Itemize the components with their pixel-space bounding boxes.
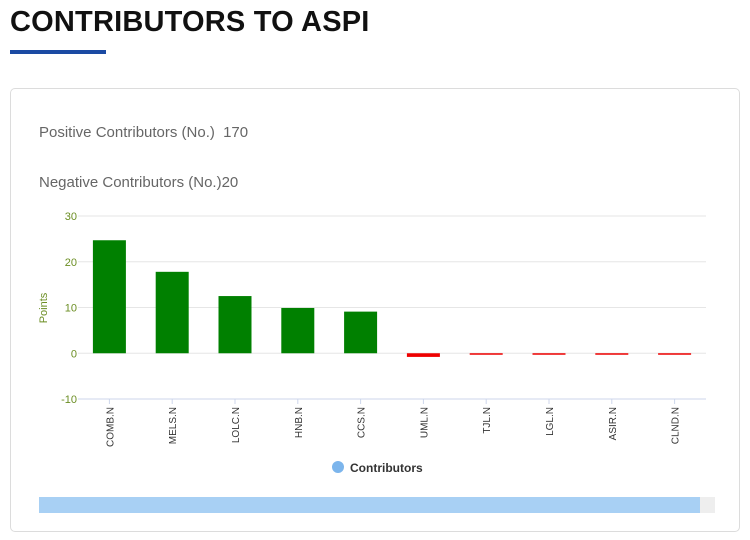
x-tick-label: CLND.N: [671, 407, 682, 444]
negative-contributors-value: 20: [221, 174, 239, 191]
bar-hnb-n[interactable]: [281, 307, 315, 354]
positive-contributors-value: 170: [223, 124, 249, 141]
bar-asir-n[interactable]: [595, 353, 629, 355]
chart-scrollbar-thumb[interactable]: [39, 497, 700, 513]
negative-contributors-stat: Negative Contributors (No.)20: [39, 174, 238, 191]
bar-lgl-n[interactable]: [532, 353, 566, 355]
x-tick-label: COMB.N: [105, 407, 116, 447]
x-tick-label: LGL.N: [545, 407, 556, 436]
bar-mels-n[interactable]: [155, 271, 189, 354]
x-tick-label: TJL.N: [482, 407, 493, 434]
x-tick-label: HNB.N: [294, 407, 305, 438]
bar-ccs-n[interactable]: [344, 311, 378, 354]
legend-label[interactable]: Contributors: [350, 461, 423, 475]
x-tick-label: UML.N: [419, 407, 430, 438]
title-underline: [10, 50, 106, 54]
bar-tjl-n[interactable]: [469, 353, 503, 355]
x-tick-label: LOLC.N: [231, 407, 242, 443]
y-axis-label: Points: [38, 292, 50, 323]
positive-contributors-label: Positive Contributors (No.): [39, 124, 215, 141]
x-axis-ticks: COMB.N MELS.N LOLC.N HNB.N CCS.N UML.N TJL.N LG…: [105, 399, 682, 447]
page-title: CONTRIBUTORS TO ASPI: [10, 6, 370, 38]
bar-uml-n[interactable]: [406, 353, 440, 357]
y-axis-ticks: 30 20 10 0 -10: [61, 211, 77, 406]
chart-scrollbar[interactable]: [39, 497, 715, 513]
legend[interactable]: Contributors: [332, 461, 423, 475]
positive-contributors-stat: Positive Contributors (No.) 170: [39, 124, 248, 141]
bars: [92, 240, 692, 357]
x-tick-label: CCS.N: [357, 407, 368, 438]
y-tick-label: 0: [71, 348, 77, 360]
y-tick-label: 30: [65, 211, 77, 223]
chart-card: Positive Contributors (No.) 170 Negative…: [10, 88, 740, 532]
bar-clnd-n[interactable]: [658, 353, 692, 355]
y-tick-label: 10: [65, 303, 77, 315]
x-tick-label: MELS.N: [168, 407, 179, 444]
negative-contributors-label: Negative Contributors (No.): [39, 174, 222, 191]
bar-comb-n[interactable]: [92, 240, 126, 354]
x-tick-label: ASIR.N: [608, 407, 619, 440]
bar-lolc-n[interactable]: [218, 296, 252, 354]
y-tick-label: -10: [61, 394, 77, 406]
legend-marker[interactable]: [332, 461, 344, 473]
y-tick-label: 20: [65, 257, 77, 269]
contributors-chart: 30 20 10 0 -10 Points COMB.N MELS.N LOLC.N HNB.…: [38, 211, 706, 475]
